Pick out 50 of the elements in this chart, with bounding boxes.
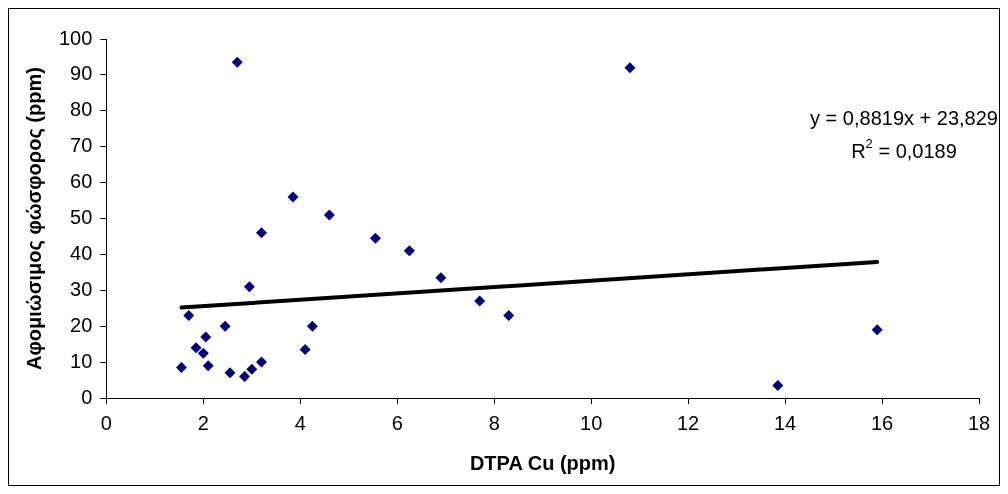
point xyxy=(323,209,335,221)
point xyxy=(474,295,486,307)
y-tick-label: 40 xyxy=(70,241,93,264)
point xyxy=(624,62,636,74)
x-axis-title: DTPA Cu (ppm) xyxy=(469,451,616,474)
point xyxy=(246,363,258,375)
point xyxy=(219,320,231,332)
point xyxy=(197,347,209,359)
point xyxy=(256,227,267,239)
point xyxy=(231,56,243,68)
annotation: y = 0,8819x + 23,829 xyxy=(810,106,998,129)
point xyxy=(239,370,251,382)
y-tick-label: 60 xyxy=(70,170,93,193)
point xyxy=(299,344,311,356)
x-tick-label: 6 xyxy=(391,411,403,434)
point xyxy=(871,324,883,336)
y-tick-label: 10 xyxy=(70,349,93,372)
y-tick-label: 100 xyxy=(58,26,93,49)
y-tick-label: 20 xyxy=(70,313,93,336)
point xyxy=(176,361,188,373)
point xyxy=(183,309,195,321)
point xyxy=(202,360,214,372)
y-tick-label: 0 xyxy=(81,385,93,408)
x-tick-label: 12 xyxy=(677,411,700,434)
point xyxy=(403,245,415,257)
x-tick-label: 8 xyxy=(488,411,500,434)
point xyxy=(256,356,267,368)
x-tick-label: 14 xyxy=(773,411,797,434)
x-tick-label: 4 xyxy=(294,411,306,434)
y-tick-label: 80 xyxy=(70,98,93,121)
y-tick-label: 70 xyxy=(70,134,93,157)
x-tick-label: 16 xyxy=(870,411,894,434)
y-tick-label: 30 xyxy=(70,277,93,300)
x-tick-label: 2 xyxy=(197,411,209,434)
point xyxy=(243,281,255,293)
x-tick-label: 0 xyxy=(100,411,112,434)
point xyxy=(772,379,784,391)
y-tick-label: 90 xyxy=(70,62,93,85)
point xyxy=(306,320,318,332)
point xyxy=(224,367,236,379)
y-axis-title: Αφομιώσιμος φώσφορος (ppm) xyxy=(22,67,45,370)
point xyxy=(369,232,381,244)
point xyxy=(287,191,299,203)
x-tick-label: 18 xyxy=(967,411,991,434)
point xyxy=(435,272,447,284)
y-tick-label: 50 xyxy=(70,206,93,229)
x-tick-label: 10 xyxy=(580,411,603,434)
point xyxy=(503,309,515,321)
point xyxy=(200,331,212,343)
point xyxy=(190,342,202,354)
